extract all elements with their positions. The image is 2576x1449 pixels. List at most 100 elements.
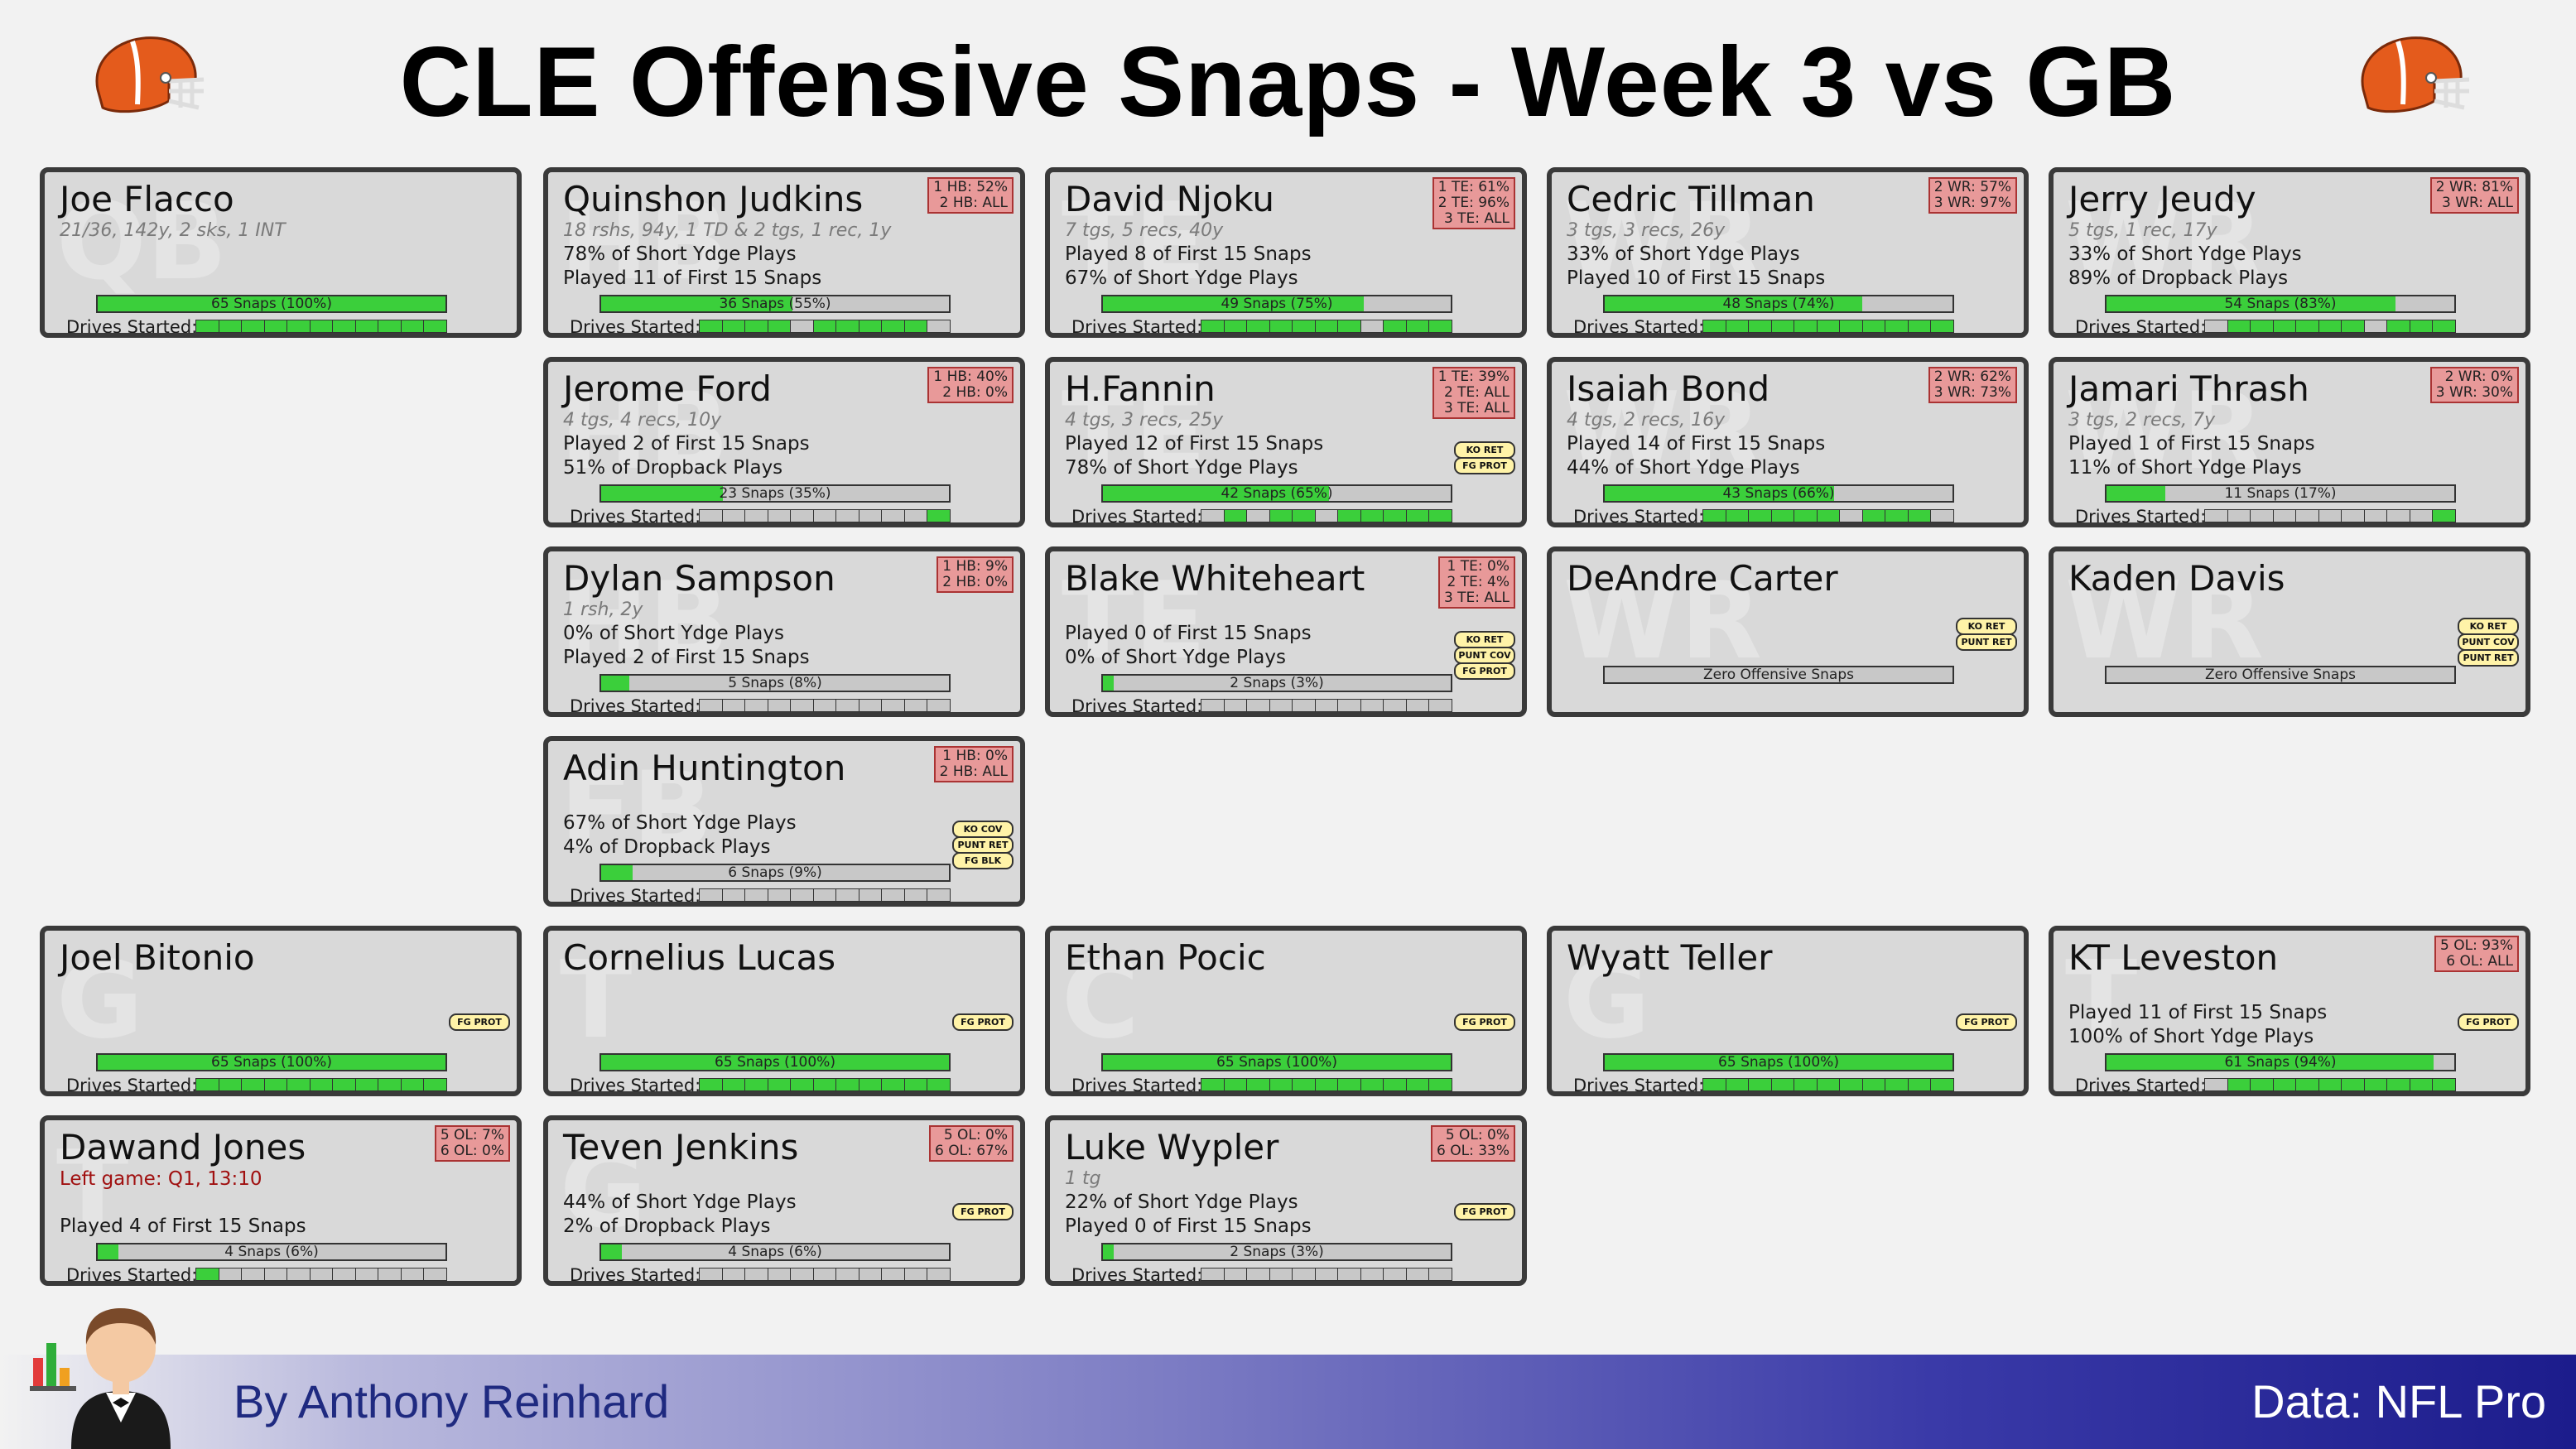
drives-started-label: Drives Started: (570, 886, 701, 906)
player-card[interactable]: WR Isaiah Bond 4 tgs, 2 recs, 16y Played 14… (1547, 357, 2029, 527)
drive-cell (1361, 1268, 1384, 1280)
drive-cell (2251, 510, 2274, 522)
drive-cell (882, 1079, 905, 1090)
drives-started-strip (699, 509, 951, 522)
usage-note: Played 2 of First 15 Snaps (563, 433, 810, 455)
player-card[interactable]: T KT Leveston Played 11 of First 15 Snaps 1… (2049, 926, 2530, 1096)
formation-share-box: 2 WR: 0% 3 WR: 30% (2429, 367, 2519, 403)
drive-cell (1406, 1079, 1430, 1090)
player-name: Ethan Pocic (1065, 937, 1266, 978)
drive-cell (745, 1079, 768, 1090)
usage-note: Played 11 of First 15 Snaps (2068, 1002, 2328, 1023)
drive-cell (1429, 700, 1452, 711)
formation-share-box: 1 TE: 0% 2 TE: 4% 3 TE: ALL (1437, 556, 1515, 609)
player-card[interactable]: HB Jerome Ford 4 tgs, 4 recs, 10y Played 2 … (543, 357, 1025, 527)
player-card[interactable]: QB Joe Flacco 21/36, 142y, 2 sks, 1 INT 65 … (40, 167, 522, 338)
player-name: DeAndre Carter (1567, 558, 1838, 599)
drive-cell (242, 320, 265, 332)
drive-cell (2319, 510, 2342, 522)
drive-cell (1703, 1079, 1726, 1090)
drives-started-label: Drives Started: (1573, 507, 1705, 527)
player-name: Jerome Ford (563, 368, 772, 409)
drive-cell (927, 320, 950, 332)
browns-helmet-icon (2361, 36, 2470, 113)
snap-share-fill (1605, 486, 1835, 501)
snap-share-bar: 4 Snaps (6%) (599, 1243, 951, 1261)
snap-share-bar: 61 Snaps (94%) (2105, 1053, 2456, 1071)
drive-cell (1429, 510, 1452, 522)
drives-started-label: Drives Started: (1071, 696, 1203, 716)
snap-count-label: Zero Offensive Snaps (2205, 667, 2356, 683)
drive-cell (2273, 1079, 2297, 1090)
drive-cell (1794, 320, 1818, 332)
drive-cell (1270, 700, 1293, 711)
player-card[interactable]: G Teven Jenkins 44% of Short Ydge Plays 2% … (543, 1115, 1025, 1286)
snap-share-fill (601, 676, 629, 691)
drive-cell (1885, 1079, 1909, 1090)
player-card[interactable]: Luke Wypler 1 tg 22% of Short Ydge Plays Pl… (1045, 1115, 1527, 1286)
player-card[interactable]: T Cornelius Lucas FG PROT 65 Snaps (100%) Dr… (543, 926, 1025, 1096)
player-card[interactable]: T Dawand Jones Left game: Q1, 13:10 Played … (40, 1115, 522, 1286)
player-card[interactable]: FB Adin Huntington 67% of Short Ydge Plays… (543, 736, 1025, 907)
drive-cell (1269, 510, 1293, 522)
drive-cell (196, 1268, 219, 1280)
drive-cell (219, 1079, 243, 1090)
player-card[interactable]: HB Dylan Sampson 1 rsh, 2y 0% of Short Ydge… (543, 546, 1025, 717)
snap-count-label: 11 Snaps (17%) (2224, 485, 2337, 502)
position-watermark: HB (560, 370, 729, 493)
player-card[interactable]: G Wyatt Teller FG PROT 65 Snaps (100%) Drive… (1547, 926, 2029, 1096)
drive-cell (2274, 510, 2297, 522)
player-card[interactable]: TE Blake Whiteheart Played 0 of First 15 S… (1045, 546, 1527, 717)
drive-cell (265, 1268, 288, 1280)
position-watermark: T (2065, 939, 2138, 1062)
usage-note: Played 8 of First 15 Snaps (1065, 243, 1312, 265)
player-card[interactable]: TE David Njoku 7 tgs, 5 recs, 40y Played 8 … (1045, 167, 1527, 338)
formation-share: 2 HB: ALL (939, 763, 1008, 780)
formation-share: 3 TE: ALL (1443, 400, 1509, 416)
position-watermark: WR (2065, 370, 2264, 493)
player-card[interactable]: TE H.Fannin 4 tgs, 3 recs, 25y Played 12 of… (1045, 357, 1527, 527)
drive-cell (882, 1268, 905, 1280)
snap-share-fill (1103, 1055, 1451, 1070)
drives-started-strip (1201, 509, 1452, 522)
usage-note: Played 0 of First 15 Snaps (1065, 1216, 1312, 1237)
stat-line: 3 tgs, 3 recs, 26y (1567, 220, 1726, 241)
drive-cell (1338, 1268, 1361, 1280)
drive-cell (1384, 1268, 1407, 1280)
formation-share-box: 5 OL: 93% 6 OL: ALL (2434, 936, 2519, 972)
drive-cell (1201, 1079, 1225, 1090)
special-teams-badge: PUNT COV (1454, 647, 1515, 664)
drive-cell (700, 700, 723, 711)
drive-cell (1771, 510, 1795, 522)
formation-share: 6 OL: 67% (935, 1143, 1008, 1159)
player-card[interactable]: WR DeAndre Carter KO RET PUNT RET Zero Offen… (1547, 546, 2029, 717)
position-watermark: WR (2065, 560, 2264, 683)
position-watermark: FB (560, 749, 713, 873)
drive-cell (791, 1079, 814, 1090)
player-card[interactable]: WR Cedric Tillman 3 tgs, 3 recs, 26y 33% of… (1547, 167, 2029, 338)
drive-cell (859, 320, 883, 332)
snap-share-bar: 65 Snaps (100%) (96, 1053, 447, 1071)
drive-cell (927, 510, 951, 522)
usage-note: 33% of Short Ydge Plays (1567, 243, 1800, 265)
position-watermark: TE (1062, 370, 1206, 493)
player-card[interactable]: G Joel Bitonio FG PROT 65 Snaps (100%) Drive… (40, 926, 522, 1096)
snap-count-label: 23 Snaps (35%) (719, 485, 831, 502)
player-card[interactable]: C Ethan Pocic FG PROT 65 Snaps (100%) Drives… (1045, 926, 1527, 1096)
drive-cell (2205, 1079, 2228, 1090)
formation-share: 6 OL: 0% (440, 1143, 504, 1159)
player-card[interactable]: WR Kaden Davis KO RET PUNT COV PUNT RET Zero … (2049, 546, 2530, 717)
drives-started-label: Drives Started: (570, 507, 701, 527)
player-card[interactable]: WR Jamari Thrash 3 tgs, 2 recs, 7y Played 1… (2049, 357, 2530, 527)
drive-cell (882, 700, 905, 711)
formation-share: 2 HB: 0% (942, 384, 1008, 401)
player-card[interactable]: WR Jerry Jeudy 5 tgs, 1 rec, 17y 33% of Sho… (2049, 167, 2530, 338)
special-teams-badge: FG PROT (1454, 457, 1515, 474)
position-watermark: G (1563, 939, 1651, 1062)
special-teams-badge: PUNT RET (952, 836, 1014, 854)
usage-note: 4% of Dropback Plays (563, 836, 771, 858)
drive-cell (1862, 320, 1886, 332)
snap-count-label: 65 Snaps (100%) (715, 1054, 835, 1071)
drive-cell (859, 1079, 883, 1090)
player-card[interactable]: HB Quinshon Judkins 18 rshs, 94y, 1 TD & 2… (543, 167, 1025, 338)
